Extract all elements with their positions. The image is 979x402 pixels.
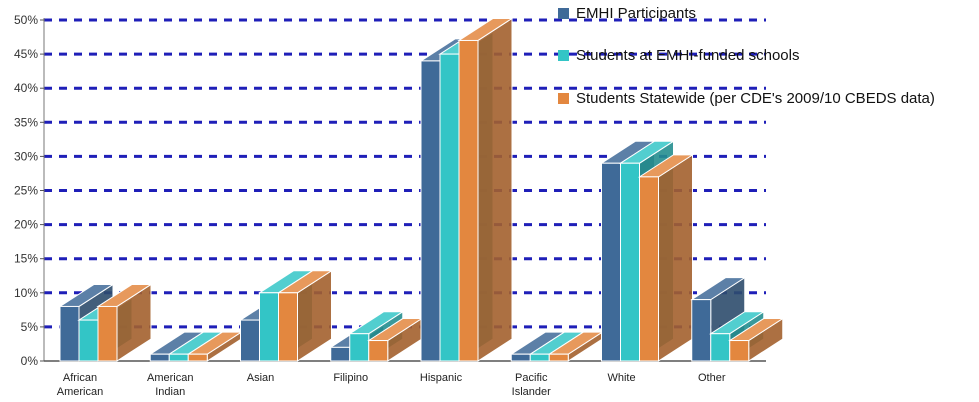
bar [367,317,424,362]
bar [637,153,695,362]
x-tick-label: Filipino [333,372,368,384]
y-tick-label: 20% [14,218,38,232]
legend-swatch [558,8,569,19]
bars [58,17,785,362]
x-tick-label: Pacific [515,372,548,384]
x-tick-label: Asian [247,372,275,384]
y-tick-label: 30% [14,149,38,163]
y-tick-label: 40% [14,81,38,95]
legend-swatch [558,93,569,104]
gridlines [44,18,766,329]
y-tick-label: 0% [21,354,39,368]
legend: EMHI Participants Students at EMHI-funded… [558,5,935,107]
legend-entry: Students at EMHI-funded schools [576,47,799,64]
x-tick-label: Islander [512,386,551,398]
y-tick-label: 25% [14,184,38,198]
x-tick-label: Hispanic [420,372,463,384]
y-tick-label: 50% [14,13,38,27]
x-tick-label: White [607,372,635,384]
x-tick-label: Indian [155,386,185,398]
legend-swatch [558,50,569,61]
x-tick-label: American [57,386,103,398]
y-tick-label: 10% [14,286,38,300]
x-axis-labels: African American American Indian Asian Filipi… [57,372,726,398]
y-tick-label: 15% [14,252,38,266]
x-tick-label: African [63,372,97,384]
y-tick-label: 45% [14,47,38,61]
legend-entry: EMHI Participants [576,5,696,22]
bar [728,317,785,362]
bar [457,17,514,362]
x-tick-label: American [147,372,193,384]
legend-entry: Students Statewide (per CDE's 2009/10 CB… [576,90,935,107]
y-axis-ticks: 0% 5% 10% 15% 20% 25% 30% 35% 40% 45% 50% [14,13,44,368]
bar [96,283,153,362]
x-tick-label: Other [698,372,726,384]
bar [276,269,334,362]
y-tick-label: 5% [21,320,39,334]
y-tick-label: 35% [14,115,38,129]
